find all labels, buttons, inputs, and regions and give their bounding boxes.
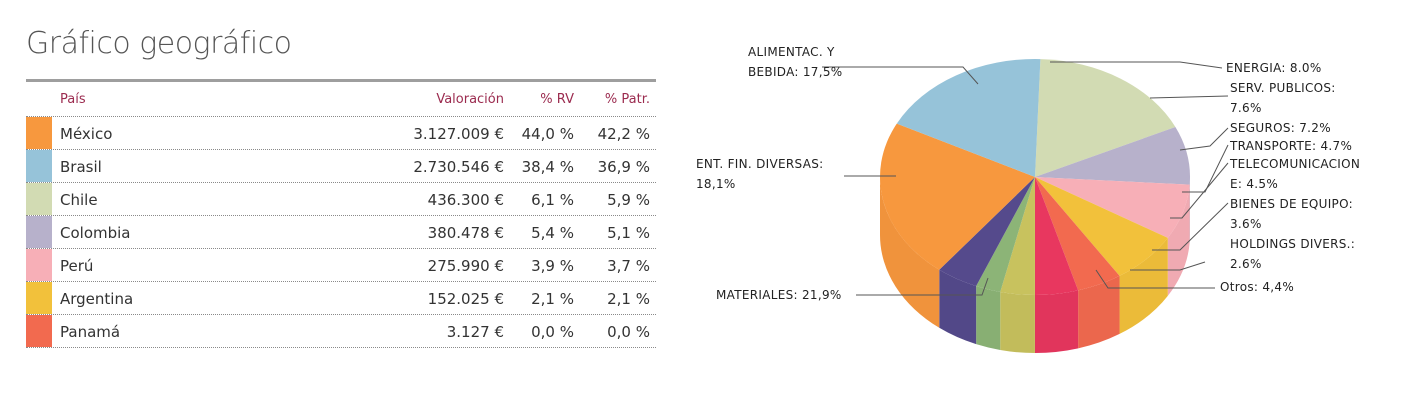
- leader-line: [856, 277, 989, 296]
- country-patr-percent: 42,2 %: [597, 125, 650, 143]
- pie-slice-label: 18,1%: [696, 177, 736, 191]
- pie-slice: [1035, 177, 1120, 291]
- pie-slice-label: SERV. PUBLICOS:: [1230, 81, 1336, 95]
- header-valuation: Valoración: [436, 92, 504, 107]
- country-name: Perú: [60, 257, 94, 275]
- pie-slice-side: [976, 286, 1001, 350]
- leader-line: [1149, 95, 1229, 99]
- geographic-table: País Valoración % RV % Patr. México 3.127…: [26, 86, 656, 348]
- pie-slice-label: TRANSPORTE: 4.7%: [1229, 139, 1352, 153]
- country-color-swatch: [26, 150, 52, 182]
- pie-slice-label: 2.6%: [1230, 257, 1262, 271]
- pie-slice-label: Otros: 4,4%: [1220, 280, 1294, 294]
- pie-slice-label: BIENES DE EQUIPO:: [1230, 197, 1353, 211]
- pie-slice: [896, 59, 1041, 178]
- country-patr-percent: 5,9 %: [607, 191, 650, 209]
- table-row: Argentina 152.025 € 2,1 % 2,1 %: [26, 282, 656, 315]
- pie-slice-label: SEGUROS: 7.2%: [1230, 121, 1331, 135]
- country-name: Chile: [60, 191, 98, 209]
- country-name: Brasil: [60, 158, 102, 176]
- pie-slice: [976, 177, 1035, 292]
- pie-slice: [880, 123, 1035, 270]
- country-patr-percent: 5,1 %: [607, 224, 650, 242]
- table-row: Chile 436.300 € 6,1 % 5,9 %: [26, 183, 656, 216]
- leader-line: [1050, 61, 1223, 69]
- country-valuation: 152.025 €: [427, 290, 504, 308]
- country-valuation: 3.127 €: [446, 323, 504, 341]
- country-rv-percent: 5,4 %: [531, 224, 574, 242]
- country-valuation: 3.127.009 €: [413, 125, 504, 143]
- pie-slice-label: TELECOMUNICACION: [1229, 157, 1360, 171]
- page-title: Gráfico geográfico: [26, 26, 292, 61]
- pie-slice-label: HOLDINGS DIVERS.:: [1230, 237, 1355, 251]
- pie-slice-side: [1000, 291, 1035, 353]
- country-rv-percent: 44,0 %: [521, 125, 574, 143]
- pie-slice: [939, 177, 1035, 287]
- country-color-swatch: [26, 249, 52, 281]
- country-valuation: 436.300 €: [427, 191, 504, 209]
- pie-slice: [1035, 177, 1190, 238]
- country-name: Argentina: [60, 290, 134, 308]
- leader-line: [1095, 269, 1215, 289]
- country-patr-percent: 36,9 %: [597, 158, 650, 176]
- country-rv-percent: 2,1 %: [531, 290, 574, 308]
- country-name: Colombia: [60, 224, 131, 242]
- table-row: Panamá 3.127 € 0,0 % 0,0 %: [26, 315, 656, 348]
- country-patr-percent: 2,1 %: [607, 290, 650, 308]
- country-color-swatch: [26, 183, 52, 215]
- table-row: México 3.127.009 € 44,0 % 42,2 %: [26, 116, 656, 150]
- country-patr-percent: 3,7 %: [607, 257, 650, 275]
- leader-line: [1152, 202, 1229, 251]
- country-color-swatch: [26, 117, 52, 149]
- pie-slice: [1034, 177, 1079, 295]
- pie-slice-label: 7.6%: [1230, 101, 1262, 115]
- table-row: Colombia 380.478 € 5,4 % 5,1 %: [26, 216, 656, 249]
- country-color-swatch: [26, 282, 52, 314]
- country-color-swatch: [26, 216, 52, 248]
- country-name: México: [60, 125, 113, 143]
- title-divider: [26, 79, 656, 82]
- header-rv: % RV: [540, 92, 574, 107]
- pie-slice-side: [1034, 290, 1079, 353]
- pie-slice-side: [939, 269, 977, 345]
- country-valuation: 275.990 €: [427, 257, 504, 275]
- pie-slice-label: ENT. FIN. DIVERSAS:: [696, 157, 823, 171]
- pie-slice-side: [1119, 237, 1168, 334]
- pie-slice-label: ALIMENTAC. Y: [748, 45, 835, 59]
- country-rv-percent: 3,9 %: [531, 257, 574, 275]
- header-patr: % Patr.: [604, 92, 650, 107]
- pie-slice-side: [1078, 275, 1120, 349]
- country-name: Panamá: [60, 323, 121, 341]
- country-rv-percent: 0,0 %: [531, 323, 574, 341]
- pie-slice-side: [880, 177, 940, 328]
- pie-slice-label: BEBIDA: 17,5%: [748, 65, 843, 79]
- table-header: País Valoración % RV % Patr.: [26, 86, 656, 116]
- pie-slice: [1035, 177, 1168, 276]
- country-rv-percent: 6,1 %: [531, 191, 574, 209]
- leader-line: [822, 66, 979, 85]
- pie-slice-label: 3.6%: [1230, 217, 1262, 231]
- header-country: País: [60, 92, 86, 107]
- pie-slice-label: ENERGIA: 8.0%: [1226, 61, 1322, 75]
- table-body: México 3.127.009 € 44,0 % 42,2 % Brasil 2.730…: [26, 116, 656, 348]
- leader-line: [1170, 162, 1229, 219]
- country-valuation: 2.730.546 €: [413, 158, 504, 176]
- leader-line: [1182, 144, 1229, 193]
- table-row: Perú 275.990 € 3,9 % 3,7 %: [26, 249, 656, 282]
- country-patr-percent: 0,0 %: [607, 323, 650, 341]
- leader-line: [1179, 127, 1229, 151]
- country-color-swatch: [26, 315, 52, 347]
- pie-slice: [1000, 177, 1035, 295]
- country-rv-percent: 38,4 %: [521, 158, 574, 176]
- leader-line: [1130, 261, 1206, 271]
- country-valuation: 380.478 €: [427, 224, 504, 242]
- sector-pie-chart: ALIMENTAC. Y BEBIDA: 17,5% ENERGIA: 8.0% SE…: [696, 45, 1360, 353]
- pie-slice: [1035, 59, 1176, 177]
- pie-slice-side: [1167, 184, 1190, 296]
- table-row: Brasil 2.730.546 € 38,4 % 36,9 %: [26, 150, 656, 183]
- pie-slice-label: MATERIALES: 21,9%: [716, 288, 842, 302]
- pie-slice-label: E: 4.5%: [1230, 177, 1278, 191]
- pie-slice: [1035, 127, 1190, 185]
